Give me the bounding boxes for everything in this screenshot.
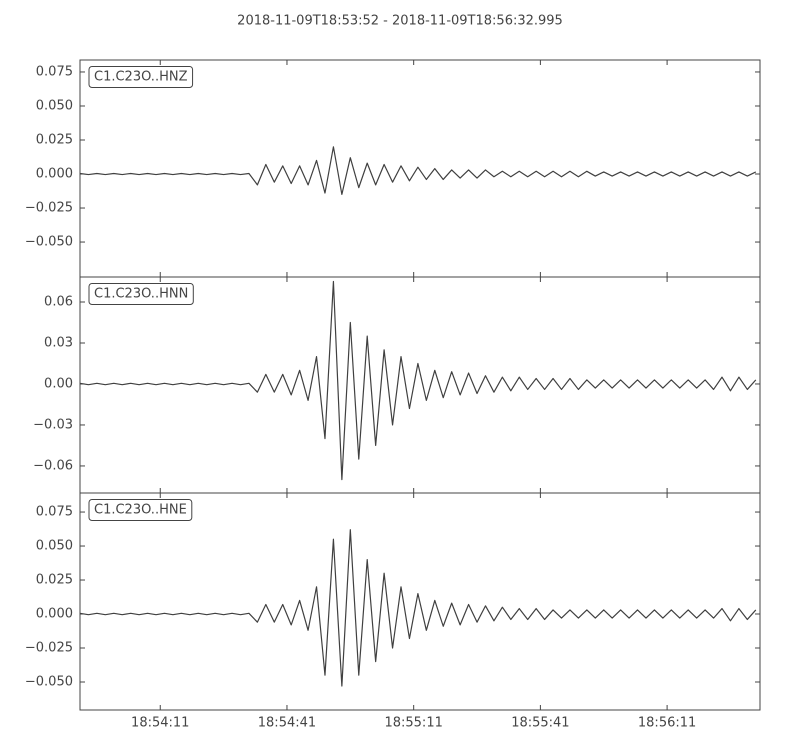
panel-frame (79, 59, 761, 278)
trace-label: C1.C23O..HNZ (88, 66, 194, 88)
y-tick-label: 0.050 (36, 539, 73, 554)
trace-label-text: C1.C23O..HNE (94, 503, 187, 518)
y-tick-label: 0.000 (36, 607, 73, 622)
y-tick-label: 0.000 (36, 167, 73, 182)
trace-label-box (88, 499, 193, 521)
y-tick-label: −0.025 (25, 201, 73, 216)
waveform (79, 529, 757, 687)
trace-label-box (88, 283, 194, 305)
y-tick-label: 0.03 (44, 335, 73, 350)
x-tick-label: 18:54:41 (258, 716, 316, 731)
x-tick-label: 18:55:11 (384, 716, 442, 731)
panel-frame (79, 492, 761, 711)
waveform (79, 146, 757, 196)
y-tick-label: −0.050 (25, 235, 73, 250)
y-tick-label: 0.025 (36, 132, 73, 147)
y-tick-label: 0.075 (36, 505, 73, 520)
y-tick-label: −0.06 (33, 458, 73, 473)
y-tick-label: 0.050 (36, 98, 73, 113)
y-tick-label: −0.050 (25, 674, 73, 689)
trace-label-box (88, 66, 194, 88)
trace-label-text: C1.C23O..HNN (94, 287, 188, 302)
y-tick-label: 0.06 (44, 295, 73, 310)
y-tick-label: 0.025 (36, 573, 73, 588)
chart-title: 2018-11-09T18:53:52 - 2018-11-09T18:56:3… (237, 14, 563, 29)
x-tick-label: 18:56:11 (638, 716, 696, 731)
waveform (79, 280, 757, 481)
y-tick-label: −0.03 (33, 417, 73, 432)
y-tick-label: −0.025 (25, 641, 73, 656)
x-tick-label: 18:55:41 (511, 716, 569, 731)
trace-label: C1.C23O..HNN (88, 283, 194, 305)
x-tick-label: 18:54:11 (131, 716, 189, 731)
y-tick-label: 0.00 (44, 376, 73, 391)
panel-frame (79, 276, 761, 494)
trace-label: C1.C23O..HNE (88, 499, 193, 521)
y-tick-label: 0.075 (36, 64, 73, 79)
trace-label-text: C1.C23O..HNZ (94, 70, 188, 85)
